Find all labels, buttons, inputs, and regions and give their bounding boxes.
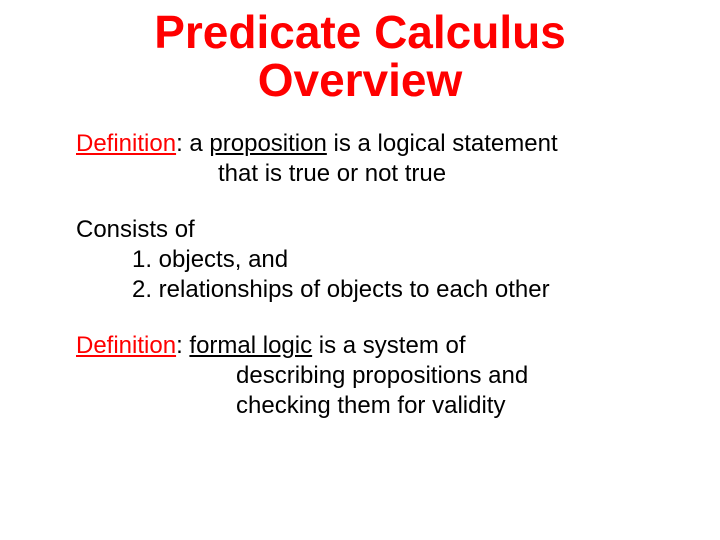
definition-2-term: formal logic bbox=[189, 332, 312, 359]
definition-2: Definition: formal logic is a system of … bbox=[76, 331, 680, 421]
definition-1-line-1: Definition: a proposition is a logical s… bbox=[76, 129, 680, 159]
definition-2-line-3: checking them for validity bbox=[76, 391, 680, 421]
consists-item-1: 1. objects, and bbox=[76, 245, 680, 275]
consists-heading: Consists of bbox=[76, 215, 680, 245]
definition-2-rest-1: is a system of bbox=[312, 332, 465, 359]
definition-1-term: proposition bbox=[209, 130, 326, 157]
definition-1: Definition: a proposition is a logical s… bbox=[76, 129, 680, 189]
definition-2-colon: : bbox=[176, 332, 189, 359]
definition-2-line-2: describing propositions and bbox=[76, 361, 680, 391]
title-block: Predicate Calculus Overview bbox=[40, 8, 680, 105]
consists-item-2: 2. relationships of objects to each othe… bbox=[76, 275, 680, 305]
definition-2-line-1: Definition: formal logic is a system of bbox=[76, 331, 680, 361]
definition-label: Definition bbox=[76, 130, 176, 157]
title-line-1: Predicate Calculus bbox=[40, 8, 680, 56]
definition-label: Definition bbox=[76, 332, 176, 359]
slide: Predicate Calculus Overview Definition: … bbox=[0, 0, 720, 540]
definition-1-colon: : a bbox=[176, 130, 209, 157]
title-line-2: Overview bbox=[40, 56, 680, 104]
body-block: Definition: a proposition is a logical s… bbox=[40, 129, 680, 421]
definition-1-line-2: that is true or not true bbox=[76, 159, 680, 189]
consists-of-block: Consists of 1. objects, and 2. relations… bbox=[76, 215, 680, 305]
definition-1-rest-1: is a logical statement bbox=[327, 130, 558, 157]
